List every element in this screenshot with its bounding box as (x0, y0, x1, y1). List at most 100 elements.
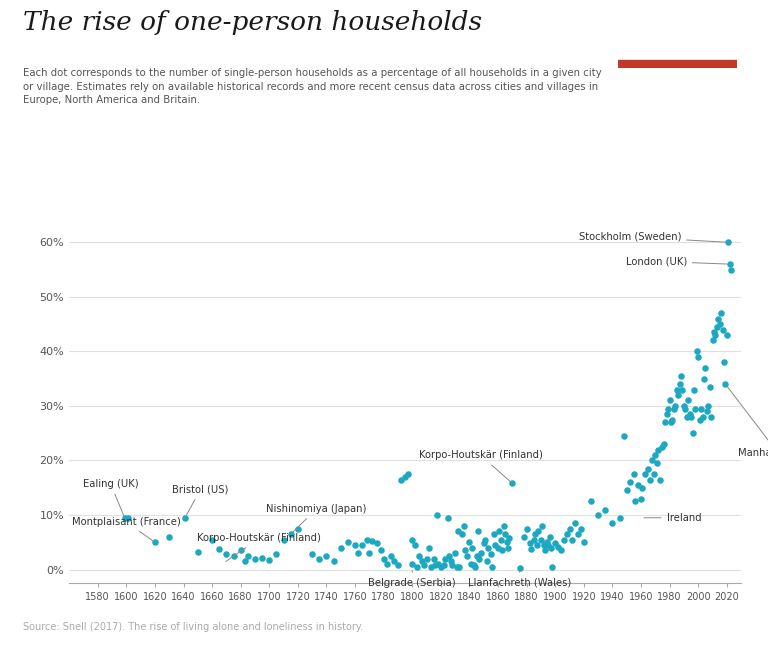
Point (256, 552, 268, 562)
Point (546, 562, 558, 572)
Point (675, 371, 687, 381)
Point (313, 553, 326, 564)
Point (360, 535, 372, 545)
Point (453, 562, 465, 572)
Point (552, 542, 564, 552)
Point (531, 540, 543, 550)
Point (657, 439, 670, 449)
Point (722, 237, 734, 248)
Point (192, 547, 204, 557)
Text: Llanfachreth (Wales): Llanfachreth (Wales) (468, 572, 571, 588)
Point (642, 463, 654, 474)
Point (413, 551, 425, 561)
Point (446, 560, 458, 570)
Text: Nishinomiya (Japan): Nishinomiya (Japan) (266, 504, 366, 532)
Point (705, 411, 717, 422)
Point (463, 537, 475, 548)
Point (445, 556, 457, 566)
Point (220, 549, 233, 559)
Point (461, 551, 473, 561)
Point (685, 411, 697, 422)
Point (545, 542, 557, 553)
Point (498, 521, 510, 531)
Point (654, 474, 666, 485)
Point (482, 542, 494, 553)
Point (717, 325, 729, 335)
Point (647, 469, 660, 480)
Point (720, 379, 732, 389)
Point (416, 556, 429, 566)
Text: in Data: in Data (656, 40, 700, 50)
Point (456, 529, 468, 539)
Point (493, 526, 505, 537)
Point (410, 562, 422, 572)
Point (549, 538, 561, 549)
Point (432, 559, 444, 570)
Text: Manhattan (US): Manhattan (US) (727, 386, 768, 457)
Point (506, 478, 518, 489)
Point (635, 494, 647, 504)
Point (539, 545, 551, 555)
Point (690, 346, 703, 356)
Point (569, 518, 581, 528)
Point (388, 556, 400, 566)
Point (179, 513, 191, 523)
Point (639, 469, 651, 480)
Point (402, 469, 414, 480)
Point (492, 542, 505, 553)
Point (698, 373, 710, 384)
Point (439, 553, 452, 564)
Point (285, 529, 297, 539)
Point (649, 450, 661, 460)
Text: Our World: Our World (647, 23, 709, 33)
Text: Stockholm (Sweden): Stockholm (Sweden) (578, 232, 726, 242)
Point (709, 330, 721, 340)
Point (418, 560, 430, 570)
Point (674, 379, 686, 389)
Text: Korpo-Houtskär (Finland): Korpo-Houtskär (Finland) (419, 450, 543, 481)
Point (668, 404, 680, 414)
Point (292, 524, 304, 534)
Point (659, 417, 671, 428)
Point (449, 548, 462, 559)
Point (406, 559, 419, 570)
Point (684, 409, 696, 419)
Point (665, 417, 677, 428)
Point (538, 540, 550, 550)
Point (363, 548, 376, 559)
Text: Belgrade (Serbia): Belgrade (Serbia) (369, 571, 456, 588)
Point (496, 545, 508, 555)
Point (119, 513, 131, 524)
Point (669, 400, 681, 411)
Point (442, 513, 454, 523)
Point (692, 352, 704, 362)
Point (689, 404, 701, 414)
Point (715, 308, 727, 318)
Point (513, 563, 525, 573)
Point (234, 545, 247, 555)
Point (452, 526, 464, 537)
Point (694, 414, 706, 424)
Text: Korpo-Houtskär (Finland): Korpo-Houtskär (Finland) (197, 533, 321, 561)
Bar (618, 60, 737, 68)
Point (438, 560, 450, 570)
Point (378, 553, 390, 564)
Point (406, 535, 419, 545)
Text: Source: Snell (2017). The rise of living alone and loneliness in history.: Source: Snell (2017). The rise of living… (23, 622, 363, 632)
Point (366, 536, 379, 546)
Point (672, 390, 684, 400)
Point (481, 556, 493, 566)
Point (420, 553, 432, 564)
Point (617, 431, 630, 441)
Point (488, 529, 500, 539)
Point (213, 544, 225, 554)
Point (375, 545, 387, 555)
Point (542, 540, 554, 550)
Point (606, 518, 618, 528)
Point (525, 544, 537, 554)
Point (644, 474, 656, 485)
Point (409, 540, 422, 550)
Point (428, 553, 440, 564)
Point (541, 537, 553, 548)
Point (627, 469, 640, 480)
